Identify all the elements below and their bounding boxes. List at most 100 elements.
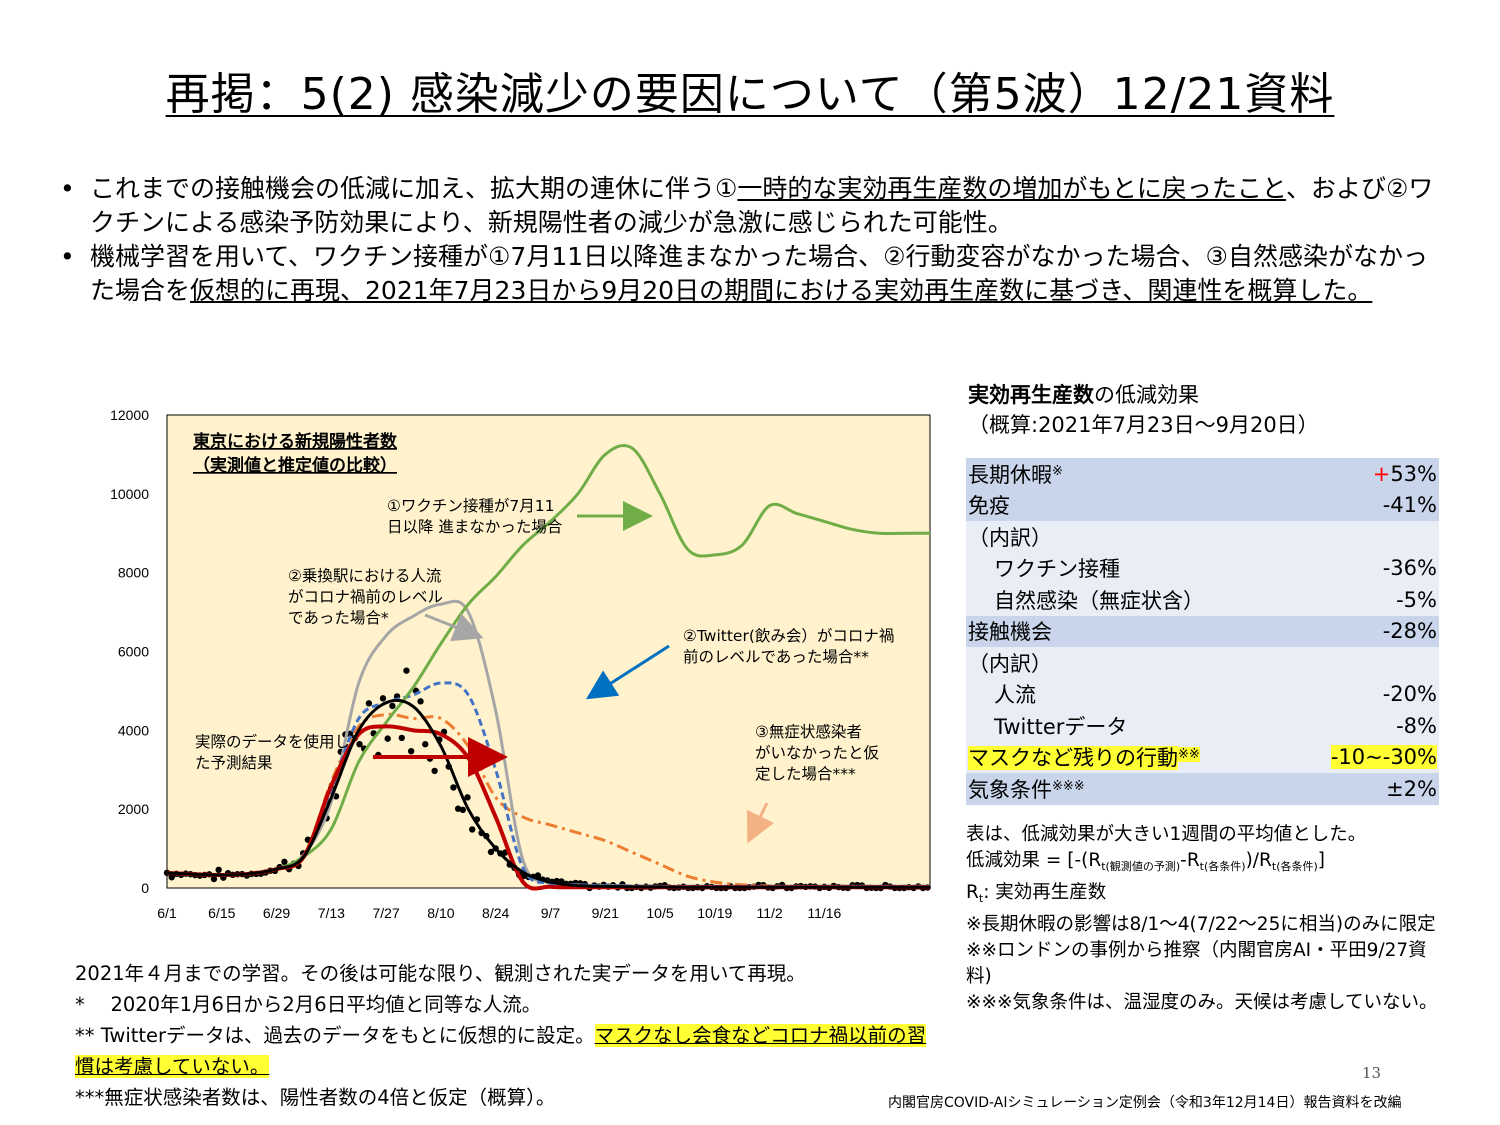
x-tick-label: 7/27 bbox=[372, 905, 399, 921]
data-point bbox=[422, 741, 429, 748]
footnote-mark: ※※ bbox=[1178, 747, 1200, 763]
note-line: ※長期休暇の影響は8/1～4(7/22～25に相当)のみに限定 bbox=[966, 914, 1436, 935]
row-label: 免疫 bbox=[968, 494, 1010, 519]
bullet-dot-icon: • bbox=[60, 242, 75, 271]
x-tick-label: 9/7 bbox=[541, 905, 561, 921]
row-label: 人流 bbox=[994, 683, 1036, 708]
data-point bbox=[403, 667, 410, 674]
footnote-mark: ※※※ bbox=[1052, 778, 1085, 794]
bullet-list: • これまでの接触機会の低減に加え、拡大期の連休に伴う①一時的な実効再生産数の増… bbox=[60, 172, 1450, 308]
row-value: -28% bbox=[1382, 619, 1437, 644]
note-line: ** Twitterデータは、過去のデータをもとに仮想的に設定。マスクなし会食な… bbox=[75, 1024, 927, 1078]
table-row: 接触機会 -28% bbox=[966, 615, 1439, 647]
data-point bbox=[389, 702, 396, 710]
bullet-item-1: • これまでの接触機会の低減に加え、拡大期の連休に伴う①一時的な実効再生産数の増… bbox=[60, 172, 1450, 240]
y-tick-label: 0 bbox=[141, 880, 149, 896]
reduction-effect-table: 長期休暇※ +53% 免疫 -41% （内訳） ワクチン接種 -36% 自然感染（無症状含） -… bbox=[966, 458, 1439, 805]
table-notes: 表は、低減効果が大きい1週間の平均値とした。 低減効果 = [-(Rt(観測値の… bbox=[966, 822, 1446, 1016]
row-label: （内訳） bbox=[968, 651, 1052, 676]
note-line: ※※ロンドンの事例から推察（内閣官房AI・平田9/27資料) bbox=[966, 940, 1427, 987]
note-line: 2021年４月までの学習。その後は可能な限り、観測された実データを用いて再現。 bbox=[75, 962, 806, 985]
note-line: ***無症状感染者数は、陽性者数の4倍と仮定（概算）。 bbox=[75, 1086, 556, 1109]
data-point bbox=[464, 794, 471, 801]
table-title-rest: の低減効果 bbox=[1094, 383, 1199, 407]
table-row: 気象条件※※※ ±2% bbox=[966, 773, 1439, 805]
bullet-text: 機械学習を用いて、ワクチン接種が①7月11日以降進まなかった場合、②行動変容がな… bbox=[90, 242, 1428, 305]
annotation-twitter: 前のレベルであった場合** bbox=[683, 648, 869, 666]
bullet-dot-icon: • bbox=[60, 174, 75, 203]
series-vaccine-line bbox=[166, 443, 930, 877]
page-number: 13 bbox=[1362, 1064, 1382, 1082]
annotation-twitter: ②Twitter(飲み会）がコロナ禍 bbox=[683, 627, 894, 645]
y-tick-label: 8000 bbox=[118, 565, 149, 581]
table-row: 免疫 -41% bbox=[966, 489, 1439, 521]
data-point bbox=[450, 784, 457, 791]
note-line: 表は、低減効果が大きい1週間の平均値とした。 bbox=[966, 824, 1367, 845]
table-row: （内訳） bbox=[966, 521, 1439, 553]
bullet-text: 、および②ワクチンによる感染予防効果により、新規陽性者の減少が急激に感じられた可… bbox=[90, 174, 1434, 237]
table-row: ワクチン接種 -36% bbox=[966, 552, 1439, 584]
data-point bbox=[356, 740, 363, 748]
row-value: +53% bbox=[1372, 461, 1437, 486]
annotation-station: がコロナ禍前のレベル bbox=[288, 588, 443, 606]
row-label: ワクチン接種 bbox=[994, 557, 1120, 582]
x-tick-label: 10/5 bbox=[646, 905, 673, 921]
x-tick-label: 8/24 bbox=[482, 905, 509, 921]
data-point bbox=[398, 734, 405, 742]
table-row: （内訳） bbox=[966, 647, 1439, 679]
bullet-underlined-text: 一時的な実効再生産数の増加がもとに戻ったこと bbox=[737, 174, 1286, 203]
data-point bbox=[459, 806, 467, 814]
annotation-vaccine: 日以降 進まなかった場合 bbox=[387, 518, 563, 536]
table-row: 長期休暇※ +53% bbox=[966, 458, 1439, 490]
row-value: -5% bbox=[1396, 587, 1437, 612]
x-tick-label: 11/16 bbox=[807, 905, 841, 921]
chart-notes: 2021年４月までの学習。その後は可能な限り、観測された実データを用いて再現。 … bbox=[75, 958, 935, 1113]
x-tick-label: 9/21 bbox=[592, 905, 619, 921]
data-point bbox=[210, 875, 218, 883]
annotation-vaccine: ①ワクチン接種が7月11 bbox=[387, 497, 554, 515]
series-observed-line bbox=[166, 698, 930, 889]
table-title-bold: 実効再生産数 bbox=[968, 383, 1094, 407]
row-label: 長期休暇※ bbox=[968, 462, 1063, 487]
x-tick-label: 8/10 bbox=[427, 905, 454, 921]
source-note: 内閣官房COVID-AIシミュレーション定例会（令和3年12月14日）報告資料を… bbox=[888, 1095, 1402, 1111]
row-value: ±2% bbox=[1386, 776, 1437, 801]
annotation-actual: た予測結果 bbox=[195, 754, 273, 772]
note-line: ※※※気象条件は、温湿度のみ。天候は考慮していない。 bbox=[966, 992, 1438, 1013]
annotation-station: であった場合* bbox=[288, 609, 389, 627]
x-tick-label: 10/19 bbox=[697, 905, 732, 921]
row-label: 自然感染（無症状含） bbox=[994, 588, 1204, 613]
chart-svg: 0 2000 4000 6000 8000 10000 12000 6/1 6/15 6/29 7/… bbox=[110, 407, 931, 921]
data-point bbox=[379, 695, 387, 702]
footnote-mark: ※ bbox=[1052, 463, 1063, 479]
formula-line: 低減効果 = [-(Rt(観測値の予測)-Rt(各条件))/Rt(各条件)] bbox=[966, 850, 1326, 873]
table-row: マスクなど残りの行動※※ -10~-30% bbox=[966, 741, 1439, 773]
data-point bbox=[168, 874, 175, 881]
data-point bbox=[215, 866, 222, 874]
data-point bbox=[417, 698, 424, 705]
table-row: Twitterデータ -8% bbox=[966, 710, 1439, 742]
row-label: Twitterデータ bbox=[994, 714, 1128, 739]
y-tick-label: 4000 bbox=[118, 722, 149, 738]
data-point bbox=[469, 826, 476, 833]
row-label: マスクなど残りの行動※※ bbox=[968, 746, 1200, 771]
data-point bbox=[281, 858, 288, 866]
data-point bbox=[487, 848, 495, 856]
data-point bbox=[384, 735, 391, 742]
annotation-asymptomatic: 定した場合*** bbox=[755, 765, 856, 783]
arrow-station bbox=[424, 613, 484, 642]
row-value: -36% bbox=[1382, 556, 1437, 581]
note-line: * 2020年1月6日から2月6日平均値と同等な人流。 bbox=[75, 993, 542, 1016]
row-label: 気象条件※※※ bbox=[968, 777, 1085, 802]
y-tick-label: 6000 bbox=[118, 644, 149, 660]
data-point bbox=[365, 700, 373, 707]
x-tick-label: 11/2 bbox=[756, 905, 782, 921]
chart-subtitle: （実測値と推定値の比較） bbox=[193, 455, 397, 476]
arrow-twitter bbox=[585, 644, 670, 700]
data-point bbox=[407, 747, 415, 755]
bullet-item-2: • 機械学習を用いて、ワクチン接種が①7月11日以降進まなかった場合、②行動変容… bbox=[60, 240, 1450, 308]
bullet-underlined-text: 仮想的に再現、2021年7月23日から9月20日の期間における実効再生産数に基づ… bbox=[190, 276, 1373, 305]
row-value: -41% bbox=[1382, 493, 1437, 518]
row-value: -20% bbox=[1382, 682, 1437, 707]
row-label: 接触機会 bbox=[968, 620, 1052, 645]
